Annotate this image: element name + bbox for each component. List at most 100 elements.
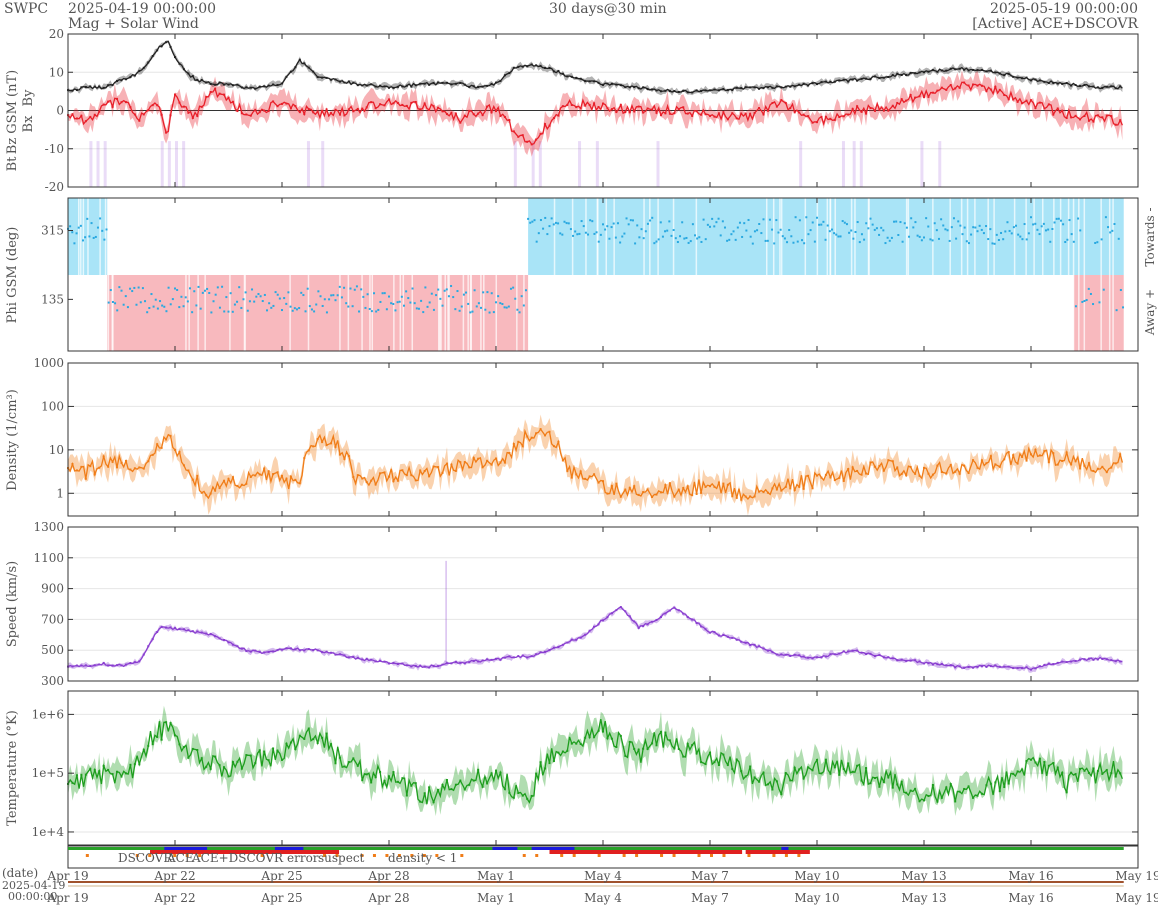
- phi-streak: [974, 198, 976, 351]
- phi-point: [854, 230, 857, 233]
- phi-ytick-label-1: 135: [41, 292, 64, 306]
- phi-point: [719, 234, 722, 237]
- phi-streak: [112, 198, 114, 351]
- bt-point: [695, 89, 698, 92]
- speed-point: [628, 615, 631, 618]
- phi-point: [210, 311, 213, 314]
- density-point: [276, 471, 279, 474]
- bx-spike: [103, 141, 107, 187]
- speed-point: [958, 665, 961, 668]
- bz-point: [972, 83, 975, 86]
- phi-point: [507, 305, 510, 308]
- speed-point: [147, 645, 150, 648]
- density-point: [223, 479, 226, 482]
- bz-point: [240, 112, 243, 115]
- speed-point: [361, 658, 364, 661]
- temperature-point: [677, 747, 680, 750]
- speed-point: [334, 653, 337, 656]
- speed-point: [637, 626, 640, 629]
- speed-point: [526, 656, 529, 659]
- phi-streak: [949, 198, 951, 351]
- bz-points: [67, 81, 1122, 146]
- bz-point: [753, 111, 756, 114]
- density-point: [1074, 460, 1077, 463]
- speed-point: [1016, 667, 1019, 670]
- speed-point: [722, 633, 725, 636]
- bz-point: [1052, 113, 1055, 116]
- speed-point: [557, 646, 560, 649]
- legend-item-3: error: [287, 851, 319, 865]
- temperature-point: [936, 800, 939, 803]
- phi-streak: [649, 198, 651, 351]
- bt-point: [486, 84, 489, 87]
- phi-point: [794, 216, 797, 219]
- temperature-point: [1101, 772, 1104, 775]
- density-point: [838, 476, 841, 479]
- speed-point: [691, 618, 694, 621]
- bt-point: [784, 85, 787, 88]
- temperature-point: [1016, 770, 1019, 773]
- density-point: [1110, 466, 1113, 469]
- bz-point: [976, 84, 979, 87]
- density-point: [570, 476, 573, 479]
- phi-point: [544, 216, 547, 219]
- phi-streak: [850, 198, 853, 351]
- phi-point: [120, 289, 123, 292]
- temperature-point: [642, 747, 645, 750]
- phi-streak: [371, 198, 374, 351]
- bt-point: [709, 89, 711, 92]
- bt-point: [445, 81, 448, 84]
- phi-streak: [1013, 198, 1016, 351]
- speed-point: [481, 659, 484, 662]
- away-label: Away +: [1143, 289, 1157, 336]
- speed-point: [508, 655, 511, 658]
- bt-point: [379, 84, 382, 87]
- bt-point: [972, 68, 975, 71]
- density-point: [80, 465, 83, 468]
- density-lt1-mark: [198, 854, 202, 857]
- speed-point: [218, 637, 221, 640]
- density-point: [967, 471, 970, 474]
- phi-point: [495, 301, 497, 304]
- speed-point: [535, 653, 538, 656]
- bz-point: [869, 107, 872, 110]
- error-bar-2: [745, 850, 810, 854]
- phi-point: [343, 286, 346, 289]
- bz-point: [535, 138, 538, 141]
- phi-point: [146, 311, 149, 314]
- speed-point: [851, 649, 854, 652]
- phi-streak: [229, 198, 231, 351]
- speed-point: [816, 656, 818, 659]
- bt-point: [1119, 85, 1122, 88]
- density-point: [75, 469, 78, 472]
- swpc-header: SWPC 2025-04-19 00:00:00 Mag + Solar Win…: [0, 0, 1158, 34]
- temperature-point: [432, 801, 435, 804]
- phi-point: [768, 218, 771, 221]
- bt-point: [780, 86, 783, 89]
- density-lt1-mark: [784, 854, 788, 857]
- density-point: [735, 496, 738, 499]
- density-point: [994, 463, 997, 466]
- density-point: [744, 495, 747, 498]
- bt-point: [223, 83, 226, 86]
- bt-point: [1021, 77, 1024, 80]
- bz-point: [71, 113, 74, 116]
- phi-point: [875, 227, 878, 230]
- speed-point: [138, 660, 141, 663]
- phi-point: [473, 289, 476, 292]
- bz-point: [245, 113, 248, 116]
- bz-point: [116, 97, 119, 100]
- phi-point: [441, 304, 444, 307]
- phi-point: [552, 223, 555, 226]
- phi-point: [976, 230, 979, 233]
- temperature-point: [713, 761, 716, 764]
- phi-point: [576, 233, 579, 236]
- speed-point: [949, 664, 952, 667]
- density-point: [361, 477, 364, 480]
- density-point: [682, 486, 685, 489]
- bx-spike: [595, 141, 599, 187]
- speed-point: [1043, 663, 1046, 666]
- bt-point: [396, 85, 399, 88]
- phi-streak: [448, 198, 450, 351]
- phi-point: [133, 286, 136, 289]
